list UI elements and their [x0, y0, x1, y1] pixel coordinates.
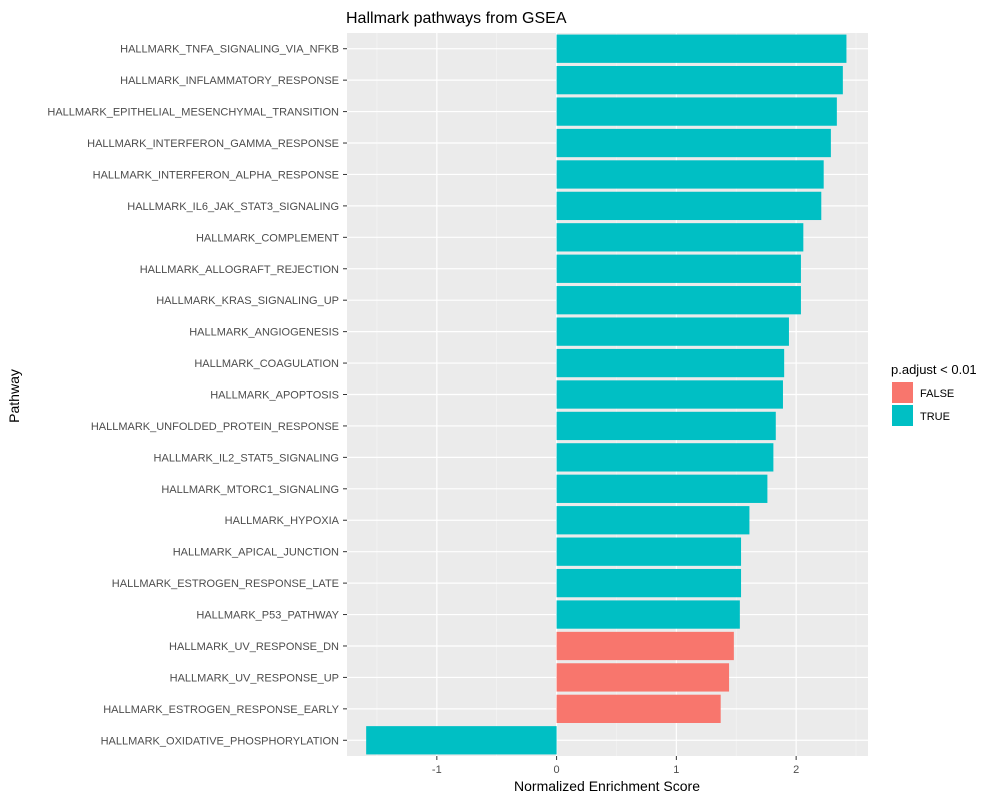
y-tick-label: HALLMARK_OXIDATIVE_PHOSPHORYLATION — [101, 735, 339, 747]
bar — [556, 223, 804, 252]
bar — [556, 317, 789, 346]
bar — [556, 254, 801, 283]
y-tick-label: HALLMARK_P53_PATHWAY — [196, 610, 339, 622]
bar — [556, 663, 730, 692]
y-tick-label: HALLMARK_MTORC1_SIGNALING — [161, 484, 339, 496]
bars — [366, 34, 847, 755]
y-tick-label: HALLMARK_INTERFERON_ALPHA_RESPONSE — [93, 169, 339, 181]
legend-key-true — [892, 405, 913, 426]
y-tick-label: HALLMARK_EPITHELIAL_MESENCHYMAL_TRANSITI… — [47, 107, 339, 119]
bar — [556, 537, 742, 566]
bar — [556, 128, 831, 158]
bar — [556, 443, 774, 472]
x-tick-labels: -1 0 1 2 — [432, 756, 799, 776]
legend-label-false: FALSE — [920, 388, 954, 400]
bar — [556, 286, 801, 315]
y-tick-label: HALLMARK_TNFA_SIGNALING_VIA_NFKB — [120, 44, 339, 56]
bar — [366, 726, 557, 755]
legend-key-false — [892, 382, 913, 403]
y-tick-label: HALLMARK_INTERFERON_GAMMA_RESPONSE — [87, 138, 339, 150]
legend: p.adjust < 0.01 FALSE TRUE — [891, 362, 977, 426]
bar — [556, 506, 750, 535]
y-tick-label: HALLMARK_INFLAMMATORY_RESPONSE — [120, 75, 339, 87]
x-axis-title: Normalized Enrichment Score — [514, 778, 700, 794]
bar — [556, 411, 776, 441]
y-tick-label: HALLMARK_ALLOGRAFT_REJECTION — [140, 264, 339, 276]
legend-label-true: TRUE — [920, 411, 950, 423]
bar — [556, 631, 734, 661]
bar — [556, 694, 721, 723]
y-tick-label: HALLMARK_ESTROGEN_RESPONSE_LATE — [112, 578, 339, 590]
bar — [556, 34, 847, 63]
legend-title: p.adjust < 0.01 — [891, 362, 977, 377]
x-tick-label: 0 — [554, 764, 560, 776]
y-tick-label: HALLMARK_APOPTOSIS — [210, 390, 339, 402]
y-tick-label: HALLMARK_UV_RESPONSE_UP — [170, 672, 339, 684]
y-tick-label: HALLMARK_IL2_STAT5_SIGNALING — [154, 452, 339, 464]
bar — [556, 600, 740, 629]
y-tick-label: HALLMARK_ESTROGEN_RESPONSE_EARLY — [103, 704, 339, 716]
y-tick-label: HALLMARK_COAGULATION — [194, 358, 339, 370]
y-tick-label: HALLMARK_IL6_JAK_STAT3_SIGNALING — [127, 201, 339, 213]
y-tick-labels: HALLMARK_TNFA_SIGNALING_VIA_NFKB HALLMARK… — [47, 44, 347, 747]
bar — [556, 380, 783, 409]
x-tick-label: 2 — [793, 764, 799, 776]
y-tick-label: HALLMARK_APICAL_JUNCTION — [173, 547, 339, 559]
bar — [556, 568, 742, 598]
bar — [556, 348, 785, 378]
bar — [556, 97, 837, 126]
y-tick-label: HALLMARK_COMPLEMENT — [196, 232, 339, 244]
y-tick-label: HALLMARK_UV_RESPONSE_DN — [169, 641, 339, 653]
bar — [556, 191, 822, 221]
plot-panel — [347, 33, 868, 756]
chart-title: Hallmark pathways from GSEA — [346, 10, 567, 27]
y-tick-label: HALLMARK_ANGIOGENESIS — [189, 327, 339, 339]
bar — [556, 474, 768, 503]
bar — [556, 66, 843, 95]
bar — [556, 160, 824, 189]
x-tick-label: -1 — [432, 764, 442, 776]
y-tick-label: HALLMARK_HYPOXIA — [225, 515, 340, 527]
y-tick-label: HALLMARK_KRAS_SIGNALING_UP — [156, 295, 339, 307]
y-axis-title: Pathway — [6, 369, 22, 423]
y-tick-label: HALLMARK_UNFOLDED_PROTEIN_RESPONSE — [91, 421, 339, 433]
x-tick-label: 1 — [673, 764, 679, 776]
